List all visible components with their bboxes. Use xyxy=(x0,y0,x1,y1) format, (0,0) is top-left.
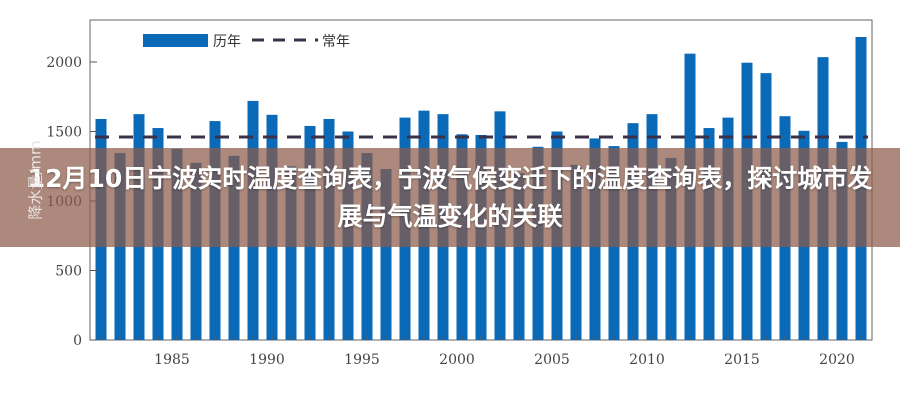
legend: 历年 常年 xyxy=(143,34,350,50)
x-tick-label: 1995 xyxy=(344,352,380,368)
title-banner: 12月10日宁波实时温度查询表，宁波气候变迁下的温度查询表，探讨城市发展与气温变… xyxy=(0,148,900,247)
x-tick-label: 2015 xyxy=(724,352,760,368)
bar-1986 xyxy=(190,162,202,340)
y-tick-label: 2000 xyxy=(46,55,82,71)
legend-label-bars: 历年 xyxy=(213,34,241,50)
y-axis-label: 降水量/mm xyxy=(26,140,45,220)
bar-2011 xyxy=(665,157,677,340)
legend-swatch-bars xyxy=(143,34,208,47)
y-tick-label: 1500 xyxy=(46,125,82,141)
x-tick-label: 2010 xyxy=(629,352,665,368)
legend-label-normal: 常年 xyxy=(322,34,350,50)
x-tick-label: 2000 xyxy=(439,352,475,368)
x-axis: 1985 1990 1995 2000 2005 2010 2015 2020 xyxy=(100,335,862,368)
y-tick-label: 500 xyxy=(55,264,82,280)
x-tick-label: 1990 xyxy=(249,352,285,368)
y-tick-label: 0 xyxy=(73,333,82,349)
x-tick-label: 1985 xyxy=(154,352,190,368)
banner-title: 12月10日宁波实时温度查询表，宁波气候变迁下的温度查询表，探讨城市发展与气温变… xyxy=(27,163,873,231)
bar-1991 xyxy=(285,166,297,340)
x-tick-label: 2005 xyxy=(534,352,570,368)
x-tick-label: 2020 xyxy=(819,352,855,368)
bar-1996 xyxy=(380,169,392,340)
bar-1988 xyxy=(228,155,240,340)
bar-2003 xyxy=(513,173,525,340)
bar-2006 xyxy=(570,164,582,340)
